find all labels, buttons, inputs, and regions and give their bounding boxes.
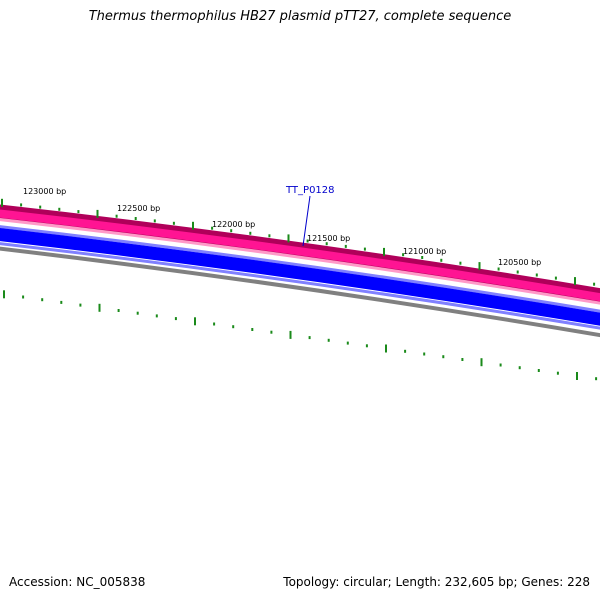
sequence-backbone: [0, 246, 600, 338]
scale-ticks-outer: [1, 198, 596, 286]
scale-label-120500: 120500 bp: [498, 258, 541, 267]
scale-label-123000: 123000 bp: [23, 187, 66, 196]
map-title: Thermus thermophilus HB27 plasmid pTT27,…: [88, 9, 512, 24]
reverse-strand-band[interactable]: [0, 228, 600, 326]
forward-strand-band[interactable]: [0, 209, 600, 302]
scale-label-122500: 122500 bp: [117, 204, 160, 213]
scale-label-122000: 122000 bp: [212, 220, 255, 229]
forward-strand-highlight: [0, 218, 600, 305]
scale-ticks-inner: [3, 290, 598, 381]
reverse-strand-highlight: [0, 225, 600, 313]
reverse-strand-lowlight: [0, 242, 600, 330]
topology-summary: Topology: circular; Length: 232,605 bp; …: [283, 575, 590, 589]
scale-label-121000: 121000 bp: [403, 247, 446, 256]
accession-label: Accession: NC_005838: [9, 575, 146, 589]
gene-label-pointer: [302, 195, 311, 247]
gene-label-tt-p0128[interactable]: TT_P0128: [285, 185, 335, 196]
scale-label-121500: 121500 bp: [307, 234, 350, 243]
